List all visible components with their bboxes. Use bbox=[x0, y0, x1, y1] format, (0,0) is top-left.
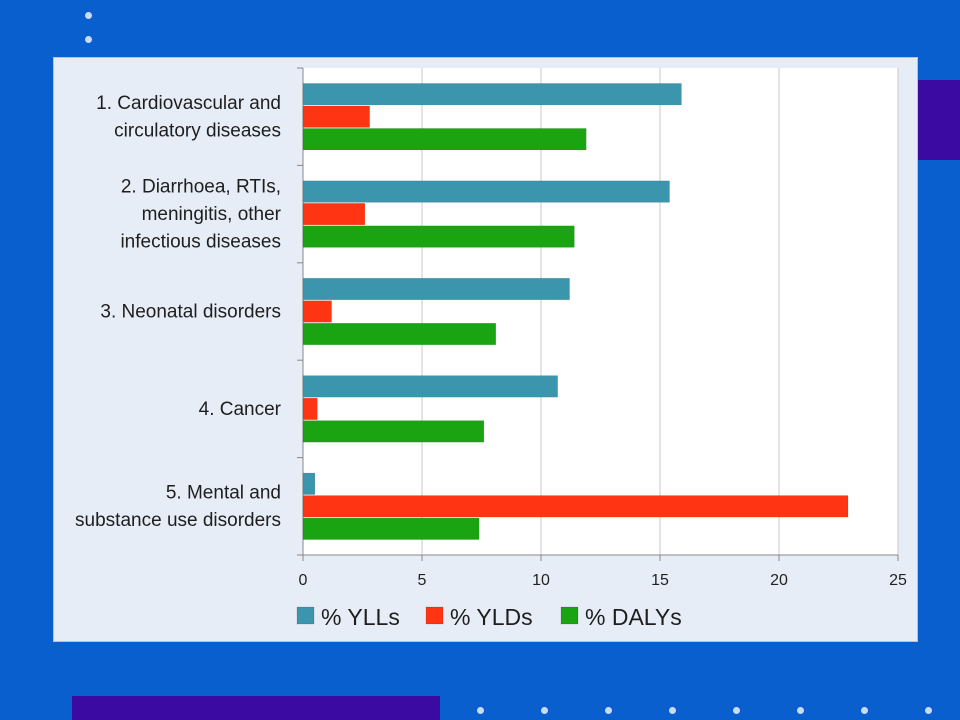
bar-yld-4 bbox=[302, 397, 318, 420]
x-tick-label: 5 bbox=[418, 572, 427, 589]
decor-dot-bottom-2 bbox=[541, 707, 548, 714]
decor-dot-bottom-6 bbox=[797, 707, 804, 714]
bar-yll-4 bbox=[302, 375, 558, 398]
legend-label: % DALYs bbox=[585, 604, 682, 630]
bar-yll-1 bbox=[302, 83, 682, 106]
x-tick-label: 0 bbox=[299, 572, 308, 589]
decor-purple-block-bottom bbox=[72, 696, 440, 720]
category-label: infectious diseases bbox=[120, 232, 281, 253]
decor-dot-top-2 bbox=[85, 36, 92, 43]
bar-yld-2 bbox=[302, 203, 366, 226]
category-label: meningitis, other bbox=[142, 204, 282, 225]
bar-yld-5 bbox=[302, 495, 849, 518]
bar-daly-3 bbox=[302, 322, 497, 346]
bar-yll-3 bbox=[302, 277, 570, 301]
decor-dot-bottom-7 bbox=[861, 707, 868, 714]
category-label: 2. Diarrhoea, RTIs, bbox=[121, 177, 281, 198]
x-tick-label: 10 bbox=[532, 572, 550, 589]
bar-daly-4 bbox=[302, 420, 485, 443]
decor-dot-top-1 bbox=[85, 12, 92, 19]
legend-swatch bbox=[296, 606, 315, 625]
decor-purple-block-right bbox=[918, 80, 960, 160]
decor-dot-bottom-1 bbox=[477, 707, 484, 714]
x-tick-label: 20 bbox=[770, 572, 788, 589]
category-label: substance use disorders bbox=[75, 510, 281, 531]
category-label: 3. Neonatal disorders bbox=[100, 302, 281, 323]
bar-daly-5 bbox=[302, 517, 480, 540]
decor-dot-bottom-8 bbox=[925, 707, 932, 714]
bar-yld-1 bbox=[302, 105, 370, 128]
legend-swatch bbox=[425, 606, 444, 625]
legend-label: % YLLs bbox=[321, 604, 400, 630]
category-label: 4. Cancer bbox=[199, 399, 282, 420]
bar-yll-5 bbox=[302, 472, 316, 495]
x-tick-label: 15 bbox=[651, 572, 669, 589]
bar-daly-2 bbox=[302, 225, 575, 248]
bar-yll-2 bbox=[302, 180, 670, 203]
decor-dot-bottom-5 bbox=[733, 707, 740, 714]
category-label: 5. Mental and bbox=[166, 483, 281, 504]
decor-dot-bottom-4 bbox=[669, 707, 676, 714]
category-label: circulatory diseases bbox=[114, 120, 281, 141]
legend-swatch bbox=[560, 606, 579, 625]
category-label: 1. Cardiovascular and bbox=[96, 93, 281, 114]
decor-dot-bottom-3 bbox=[605, 707, 612, 714]
bar-daly-1 bbox=[302, 128, 587, 151]
x-tick-label: 25 bbox=[889, 572, 907, 589]
legend-label: % YLDs bbox=[450, 604, 533, 630]
bar-yld-3 bbox=[302, 300, 332, 323]
